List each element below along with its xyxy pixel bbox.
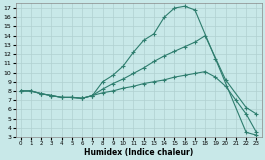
X-axis label: Humidex (Indice chaleur): Humidex (Indice chaleur): [84, 148, 193, 156]
